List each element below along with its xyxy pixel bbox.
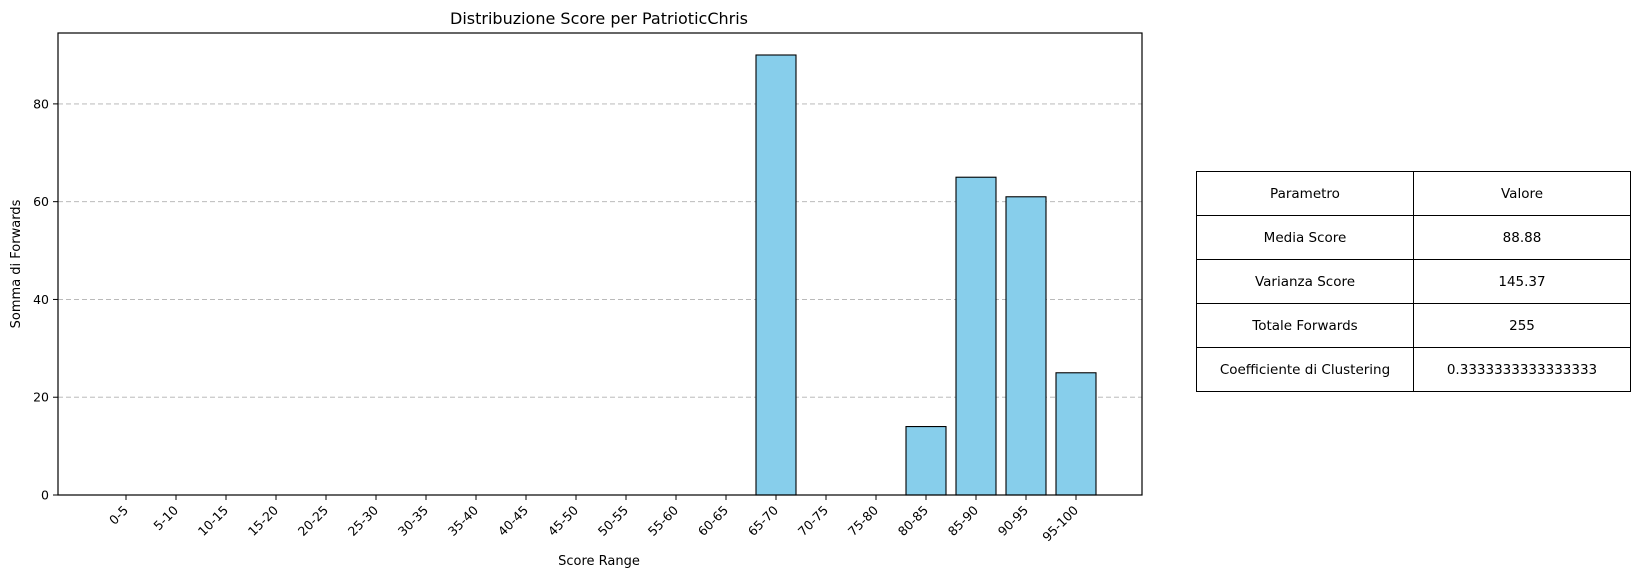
x-tick-label: 75-80 xyxy=(845,502,881,538)
table-cell-value: 145.37 xyxy=(1413,259,1631,304)
y-tick-label: 60 xyxy=(33,194,49,209)
x-tick-label: 10-15 xyxy=(195,503,231,539)
x-tick-label: 70-75 xyxy=(795,503,831,539)
table-cell-param: Totale Forwards xyxy=(1196,303,1414,348)
x-tick-label: 40-45 xyxy=(495,503,531,539)
bar-90-95 xyxy=(1005,196,1047,496)
x-axis-ticks: 0-5 5-10 10-15 15-20 20-25 25-30 30-35 35-40 40-… xyxy=(106,495,1081,544)
x-tick-label: 0-5 xyxy=(106,503,131,528)
x-tick-label: 80-85 xyxy=(895,503,931,539)
table-row: Varianza Score 145.37 xyxy=(1196,259,1631,304)
table-header-valore: Valore xyxy=(1413,171,1631,216)
table-cell-value: 0.3333333333333333 xyxy=(1413,347,1631,392)
x-tick-label: 55-60 xyxy=(645,502,681,538)
table-cell-param: Coefficiente di Clustering xyxy=(1196,347,1414,392)
bars xyxy=(755,54,1097,496)
table-header-row: Parametro Valore xyxy=(1196,171,1631,216)
chart-title: Distribuzione Score per PatrioticChris xyxy=(450,9,748,28)
gridlines xyxy=(58,103,1142,398)
x-tick-label: 50-55 xyxy=(595,503,631,539)
x-tick-label: 15-20 xyxy=(245,502,281,538)
table-cell-value: 255 xyxy=(1413,303,1631,348)
bar-80-85 xyxy=(905,426,947,496)
table-cell-param: Varianza Score xyxy=(1196,259,1414,304)
plot-frame xyxy=(57,32,1143,496)
x-tick-label: 20-25 xyxy=(295,503,331,539)
x-tick-label: 45-50 xyxy=(545,502,581,538)
x-tick-label: 65-70 xyxy=(745,502,781,538)
x-tick-label: 5-10 xyxy=(150,502,181,533)
x-tick-label: 85-90 xyxy=(945,502,981,538)
x-tick-label: 30-35 xyxy=(395,503,431,539)
x-tick-label: 90-95 xyxy=(995,503,1031,539)
x-tick-label: 60-65 xyxy=(695,503,731,539)
table-cell-value: 88.88 xyxy=(1413,215,1631,260)
bar-85-90 xyxy=(955,176,997,496)
table-row: Coefficiente di Clustering 0.33333333333… xyxy=(1196,347,1631,392)
table-row: Totale Forwards 255 xyxy=(1196,303,1631,348)
x-tick-label: 25-30 xyxy=(345,502,381,538)
y-tick-label: 0 xyxy=(41,488,49,503)
y-axis-ticks: 0 20 40 60 80 xyxy=(33,96,58,503)
table-cell-param: Media Score xyxy=(1196,215,1414,260)
table-row: Media Score 88.88 xyxy=(1196,215,1631,260)
x-tick-label: 35-40 xyxy=(445,502,481,538)
y-tick-label: 80 xyxy=(33,96,49,111)
y-tick-label: 40 xyxy=(33,292,49,307)
y-axis-label: Somma di Forwards xyxy=(9,199,24,328)
table-header-parametro: Parametro xyxy=(1196,171,1414,216)
x-tick-label: 95-100 xyxy=(1039,502,1081,544)
bar-65-70 xyxy=(755,54,797,496)
x-axis-label: Score Range xyxy=(558,554,640,569)
bar-95-100 xyxy=(1055,372,1097,496)
y-tick-label: 20 xyxy=(33,390,49,405)
stats-table: Parametro Valore Media Score 88.88 Varia… xyxy=(1196,171,1631,392)
